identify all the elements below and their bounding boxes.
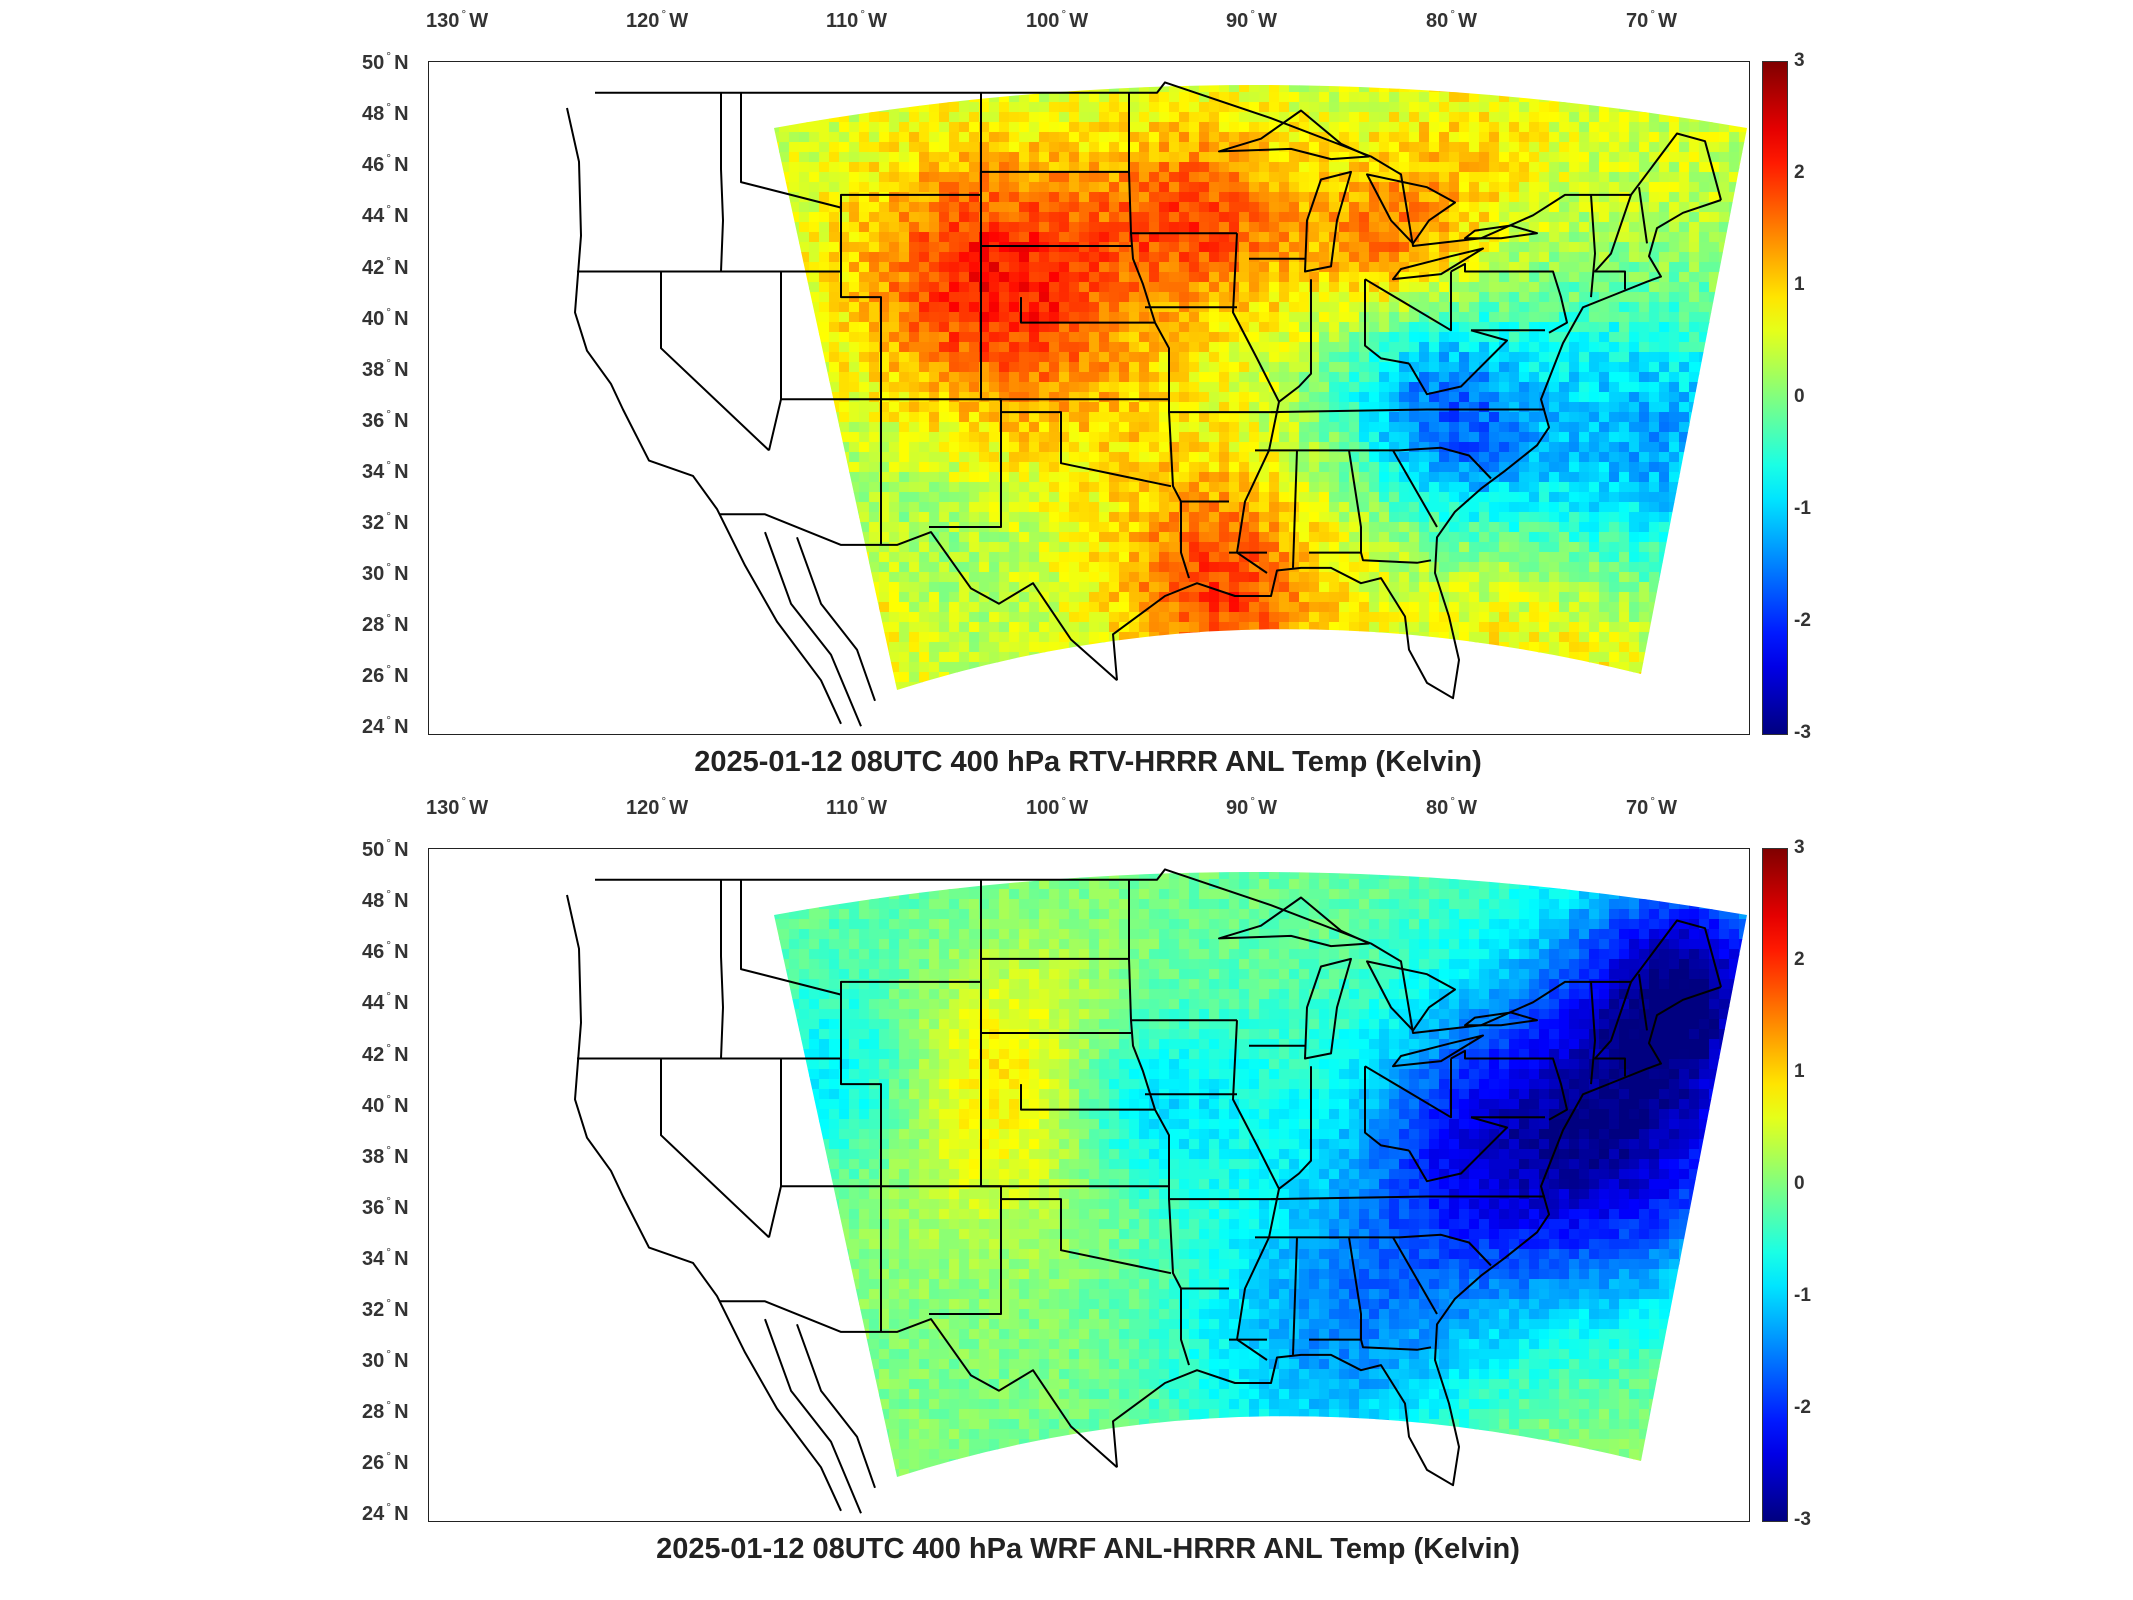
longitude-tick-label: 70 ° W	[1626, 794, 1677, 819]
latitude-tick-label: 48 ° N	[362, 100, 409, 126]
longitude-tick-label: 120 ° W	[626, 794, 689, 819]
panel-top: 130 ° W 120 ° W 110 ° W 100 ° W 90 ° W 80 ° W 70 ° W 50 ° N 48 °…	[362, 7, 1811, 778]
colorbar-tick-label: -2	[1794, 610, 1811, 631]
colorbar-tick-label: -3	[1794, 722, 1811, 743]
latitude-tick-label: 30 ° N	[362, 560, 409, 586]
latitude-tick-label: 32 ° N	[362, 509, 409, 535]
latitude-tick-label: 50 ° N	[362, 836, 409, 862]
colorbar	[1762, 848, 1788, 1522]
map-plot[interactable]	[428, 61, 1750, 735]
longitude-tick-label: 130 ° W	[426, 794, 489, 819]
colorbar-tick-label: 1	[1794, 1061, 1805, 1082]
longitude-tick-label: 90 ° W	[1226, 7, 1277, 32]
longitude-tick-label: 110 ° W	[826, 7, 887, 32]
panel-bottom: 130 ° W 120 ° W 110 ° W 100 ° W 90 ° W 80 ° W 70 ° W 50 ° N 48 °…	[0, 787, 2133, 1600]
latitude-tick-label: 28 ° N	[362, 611, 409, 637]
latitude-tick-label: 36 ° N	[362, 406, 409, 432]
latitude-tick-label: 38 ° N	[362, 355, 409, 381]
latitude-tick-label: 26 ° N	[362, 662, 409, 688]
latitude-tick-label: 50 ° N	[362, 49, 409, 75]
map-canvas	[566, 81, 1747, 727]
latitude-tick-label: 32 ° N	[362, 1296, 409, 1322]
latitude-tick-label: 30 ° N	[362, 1347, 409, 1373]
latitude-tick-label: 44 ° N	[362, 989, 409, 1015]
colorbar	[1762, 61, 1788, 735]
latitude-tick-label: 34 ° N	[362, 457, 409, 483]
longitude-tick-label: 130 ° W	[426, 7, 489, 32]
longitude-tick-label: 80 ° W	[1426, 7, 1477, 32]
latitude-tick-label: 42 ° N	[362, 1040, 409, 1066]
colorbar-gradient	[1763, 62, 1787, 734]
latitude-tick-label: 40 ° N	[362, 1091, 409, 1117]
longitude-tick-label: 110 ° W	[826, 794, 887, 819]
latitude-tick-label: 36 ° N	[362, 1193, 409, 1219]
longitude-tick-label: 80 ° W	[1426, 794, 1477, 819]
latitude-tick-label: 46 ° N	[362, 151, 409, 177]
colorbar-tick-label: 0	[1794, 386, 1805, 407]
colorbar-tick-label: 1	[1794, 274, 1805, 295]
latitude-tick-label: 42 ° N	[362, 253, 409, 279]
longitude-tick-label: 90 ° W	[1226, 794, 1277, 819]
panel-title: 2025-01-12 08UTC 400 hPa RTV-HRRR ANL Te…	[694, 746, 1482, 778]
colorbar-tick-label: -2	[1794, 1397, 1811, 1418]
colorbar-tick-label: 3	[1794, 837, 1805, 858]
latitude-tick-label: 38 ° N	[362, 1142, 409, 1168]
colorbar-tick-label: -3	[1794, 1509, 1811, 1530]
longitude-tick-label: 100 ° W	[1026, 7, 1089, 32]
colorbar-gradient	[1763, 849, 1787, 1521]
latitude-tick-label: 24 ° N	[362, 1500, 409, 1526]
longitude-tick-label: 120 ° W	[626, 7, 689, 32]
panel-title: 2025-01-12 08UTC 400 hPa WRF ANL-HRRR AN…	[656, 1533, 1520, 1565]
longitude-tick-label: 70 ° W	[1626, 7, 1677, 32]
latitude-tick-label: 44 ° N	[362, 202, 409, 228]
colorbar-tick-label: 2	[1794, 949, 1805, 970]
latitude-tick-label: 34 ° N	[362, 1244, 409, 1270]
map-plot[interactable]	[428, 848, 1750, 1522]
colorbar-tick-label: 2	[1794, 162, 1805, 183]
colorbar-tick-label: 0	[1794, 1173, 1805, 1194]
latitude-tick-label: 46 ° N	[362, 938, 409, 964]
colorbar-tick-label: -1	[1794, 1285, 1811, 1306]
latitude-tick-label: 40 ° N	[362, 304, 409, 330]
colorbar-tick-label: -1	[1794, 498, 1811, 519]
latitude-tick-label: 26 ° N	[362, 1449, 409, 1475]
latitude-tick-label: 28 ° N	[362, 1398, 409, 1424]
longitude-tick-label: 100 ° W	[1026, 794, 1089, 819]
colorbar-tick-label: 3	[1794, 50, 1805, 71]
map-canvas	[566, 868, 1747, 1514]
latitude-tick-label: 24 ° N	[362, 713, 409, 739]
latitude-tick-label: 48 ° N	[362, 887, 409, 913]
